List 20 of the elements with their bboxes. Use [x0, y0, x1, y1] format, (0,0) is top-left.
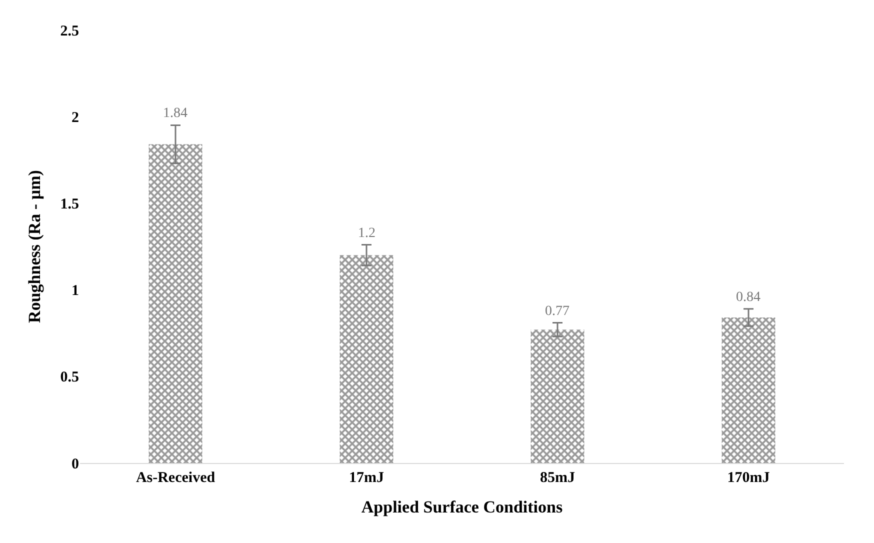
y-tick-label: 1.5 — [60, 196, 79, 212]
x-tick-label: 85mJ — [540, 470, 576, 486]
y-tick-label: 2 — [72, 110, 79, 126]
bar — [530, 330, 584, 463]
y-tick-label: 2.5 — [60, 23, 79, 40]
data-label: 1.2 — [358, 226, 376, 241]
data-label: 1.84 — [163, 106, 188, 121]
y-tick-label: 0.5 — [60, 370, 79, 386]
x-tick-label: 170mJ — [727, 470, 770, 486]
data-label: 0.77 — [545, 304, 570, 319]
data-label: 0.84 — [736, 290, 760, 305]
y-tick-label: 1 — [72, 283, 79, 300]
bar — [722, 318, 776, 463]
y-axis-title: Roughness (Ra - µm) — [24, 170, 44, 323]
bar — [148, 144, 202, 463]
x-tick-label: As-Received — [136, 470, 216, 486]
x-axis-title: Applied Surface Conditions — [361, 497, 563, 516]
y-tick-label: 0 — [72, 456, 79, 472]
bar — [340, 255, 394, 463]
x-tick-label: 17mJ — [349, 470, 384, 486]
